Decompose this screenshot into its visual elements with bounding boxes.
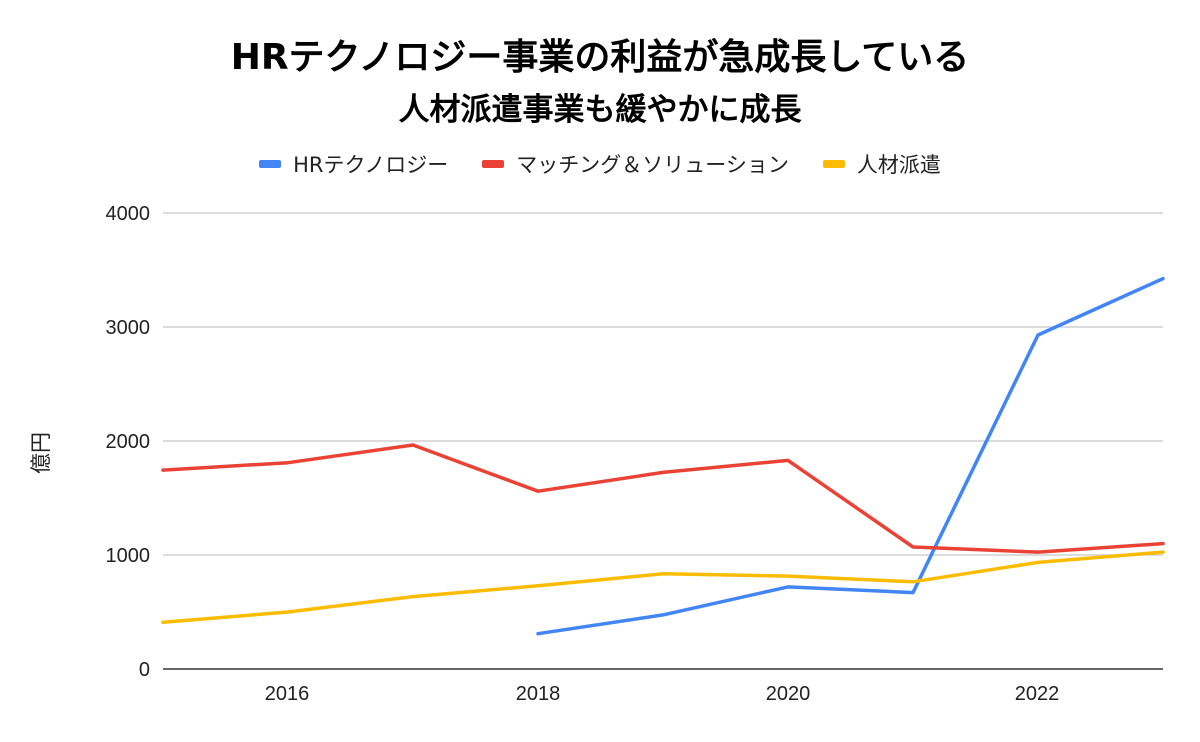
x-tick-label: 2018 — [516, 683, 561, 705]
legend-swatch-staffing — [822, 160, 845, 168]
legend-label-matching: マッチング＆ソリューション — [516, 153, 789, 177]
series-line-0[interactable] — [536, 276, 1165, 636]
chart-subtitle: 人材派遣事業も緩やかに成長 — [398, 92, 802, 128]
y-tick-label: 4000 — [106, 203, 151, 225]
legend-item-hr-tech[interactable]: HRテクノロジー — [259, 149, 448, 179]
y-axis-ticks: 4000 3000 2000 1000 0 — [106, 203, 151, 681]
series-line-2[interactable] — [161, 550, 1165, 625]
x-tick-label: 2022 — [1015, 683, 1060, 705]
legend-label-hr-tech: HRテクノロジー — [293, 153, 449, 177]
x-axis-ticks: 2016 2018 2020 2022 — [265, 683, 1060, 705]
legend-swatch-hr-tech — [259, 160, 282, 168]
y-tick-label: 3000 — [106, 317, 151, 339]
y-tick-label: 0 — [139, 659, 150, 681]
legend-label-staffing: 人材派遣 — [856, 153, 941, 177]
x-tick-label: 2016 — [265, 683, 310, 705]
chart-title: HRテクノロジー事業の利益が急成長している — [230, 37, 970, 78]
x-tick-label: 2020 — [766, 683, 811, 705]
y-axis-label: 億円 — [29, 432, 53, 474]
series-lines — [161, 276, 1165, 636]
y-tick-label: 2000 — [106, 431, 151, 453]
legend-swatch-matching — [482, 160, 505, 168]
legend-item-matching[interactable]: マッチング＆ソリューション — [482, 149, 789, 179]
legend: HRテクノロジー マッチング＆ソリューション 人材派遣 — [0, 148, 1200, 180]
y-tick-label: 1000 — [106, 545, 151, 567]
gridlines — [163, 212, 1163, 556]
legend-item-staffing[interactable]: 人材派遣 — [822, 149, 941, 179]
series-line-1[interactable] — [161, 443, 1165, 554]
